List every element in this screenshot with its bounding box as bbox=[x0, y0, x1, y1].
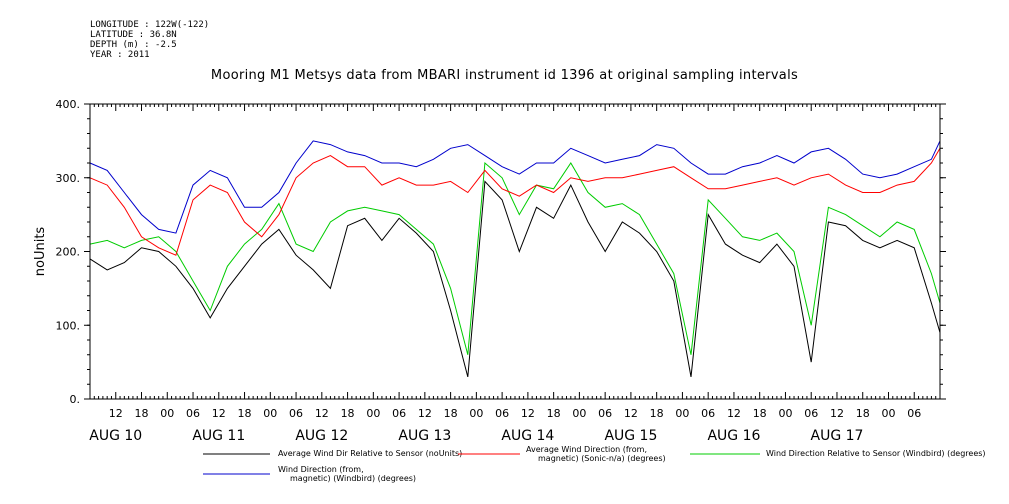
x-tick-label: 00 bbox=[469, 407, 483, 420]
y-tick-label: 300. bbox=[56, 172, 81, 185]
x-tick-label: 18 bbox=[444, 407, 458, 420]
meta-line-latitude: LATITUDE : 36.8N bbox=[90, 30, 177, 40]
day-label: AUG 12 bbox=[295, 428, 348, 444]
x-tick-label: 12 bbox=[521, 407, 535, 420]
chart-title: Mooring M1 Metsys data from MBARI instru… bbox=[210, 68, 799, 83]
series-layer bbox=[89, 140, 941, 378]
y-axis-label: noUnits bbox=[33, 227, 48, 277]
meta-line-year: YEAR : 2011 bbox=[90, 50, 150, 60]
x-tick-label: 18 bbox=[856, 407, 870, 420]
day-label: AUG 10 bbox=[89, 428, 142, 444]
series-line-4 bbox=[89, 140, 941, 234]
x-tick-label: 06 bbox=[289, 407, 303, 420]
x-tick-label: 06 bbox=[495, 407, 509, 420]
x-tick-label: 06 bbox=[907, 407, 921, 420]
x-tick-label: 06 bbox=[392, 407, 406, 420]
y-tick-label: 0. bbox=[70, 393, 81, 406]
legend-label-line: magnetic) (Windbird) (degrees) bbox=[290, 474, 416, 483]
x-tick-label: 12 bbox=[624, 407, 638, 420]
x-tick-label: 00 bbox=[263, 407, 277, 420]
legend-label-2: Average Wind Direction (from, magnetic) (… bbox=[526, 445, 666, 463]
x-tick-label: 00 bbox=[366, 407, 380, 420]
y-tick-label: 100. bbox=[56, 319, 81, 332]
legend-label-line: Average Wind Dir Relative to Sensor (noU… bbox=[278, 449, 462, 458]
axes-layer: 0. 100. 200. 300. 400. noUnits 12 18 00 06 12 18 00 0… bbox=[33, 98, 946, 444]
x-tick-label: 12 bbox=[418, 407, 432, 420]
x-tick-label: 00 bbox=[675, 407, 689, 420]
metadata-block: LONGITUDE : 122W(-122) LATITUDE : 36.8N … bbox=[90, 20, 209, 60]
day-label: AUG 14 bbox=[501, 428, 554, 444]
x-tick-label: 06 bbox=[701, 407, 715, 420]
series-line-3 bbox=[89, 161, 941, 355]
x-tick-label: 12 bbox=[212, 407, 226, 420]
day-label: AUG 16 bbox=[707, 428, 760, 444]
x-tick-label: 06 bbox=[186, 407, 200, 420]
x-tick-label: 18 bbox=[753, 407, 767, 420]
day-label: AUG 11 bbox=[192, 428, 245, 444]
day-label: AUG 15 bbox=[604, 428, 657, 444]
legend-label-line: magnetic) (Sonic-n/a) (degrees) bbox=[538, 454, 666, 463]
series-line-2 bbox=[89, 148, 941, 256]
y-tick-label: 200. bbox=[56, 246, 81, 259]
x-tick-label: 00 bbox=[778, 407, 792, 420]
x-tick-label: 00 bbox=[572, 407, 586, 420]
x-tick-label: 18 bbox=[135, 407, 149, 420]
series-line-1 bbox=[89, 180, 941, 378]
legend: Average Wind Dir Relative to Sensor (noU… bbox=[203, 445, 986, 483]
x-tick-label: 18 bbox=[341, 407, 355, 420]
y-tick-label: 400. bbox=[56, 98, 81, 111]
legend-label-line: Wind Direction (from, bbox=[278, 465, 364, 474]
x-tick-label: 18 bbox=[238, 407, 252, 420]
legend-label-3: Wind Direction Relative to Sensor (Windb… bbox=[766, 449, 986, 458]
x-tick-label: 00 bbox=[881, 407, 895, 420]
x-tick-label: 18 bbox=[650, 407, 664, 420]
legend-label-4: Wind Direction (from, magnetic) (Windbird… bbox=[278, 465, 416, 483]
x-tick-label: 12 bbox=[109, 407, 123, 420]
legend-label-1: Average Wind Dir Relative to Sensor (noU… bbox=[278, 449, 462, 458]
day-label: AUG 13 bbox=[398, 428, 451, 444]
legend-label-line: Average Wind Direction (from, bbox=[526, 445, 647, 454]
x-tick-label: 00 bbox=[160, 407, 174, 420]
x-tick-label: 18 bbox=[547, 407, 561, 420]
x-tick-label: 12 bbox=[315, 407, 329, 420]
x-tick-label: 06 bbox=[598, 407, 612, 420]
meta-line-longitude: LONGITUDE : 122W(-122) bbox=[90, 20, 210, 30]
x-tick-label: 12 bbox=[830, 407, 844, 420]
x-tick-label: 12 bbox=[727, 407, 741, 420]
legend-label-line: Wind Direction Relative to Sensor (Windb… bbox=[766, 449, 986, 458]
day-label: AUG 17 bbox=[811, 428, 864, 444]
meta-line-depth: DEPTH (m) : -2.5 bbox=[90, 40, 177, 50]
x-tick-label: 06 bbox=[804, 407, 818, 420]
